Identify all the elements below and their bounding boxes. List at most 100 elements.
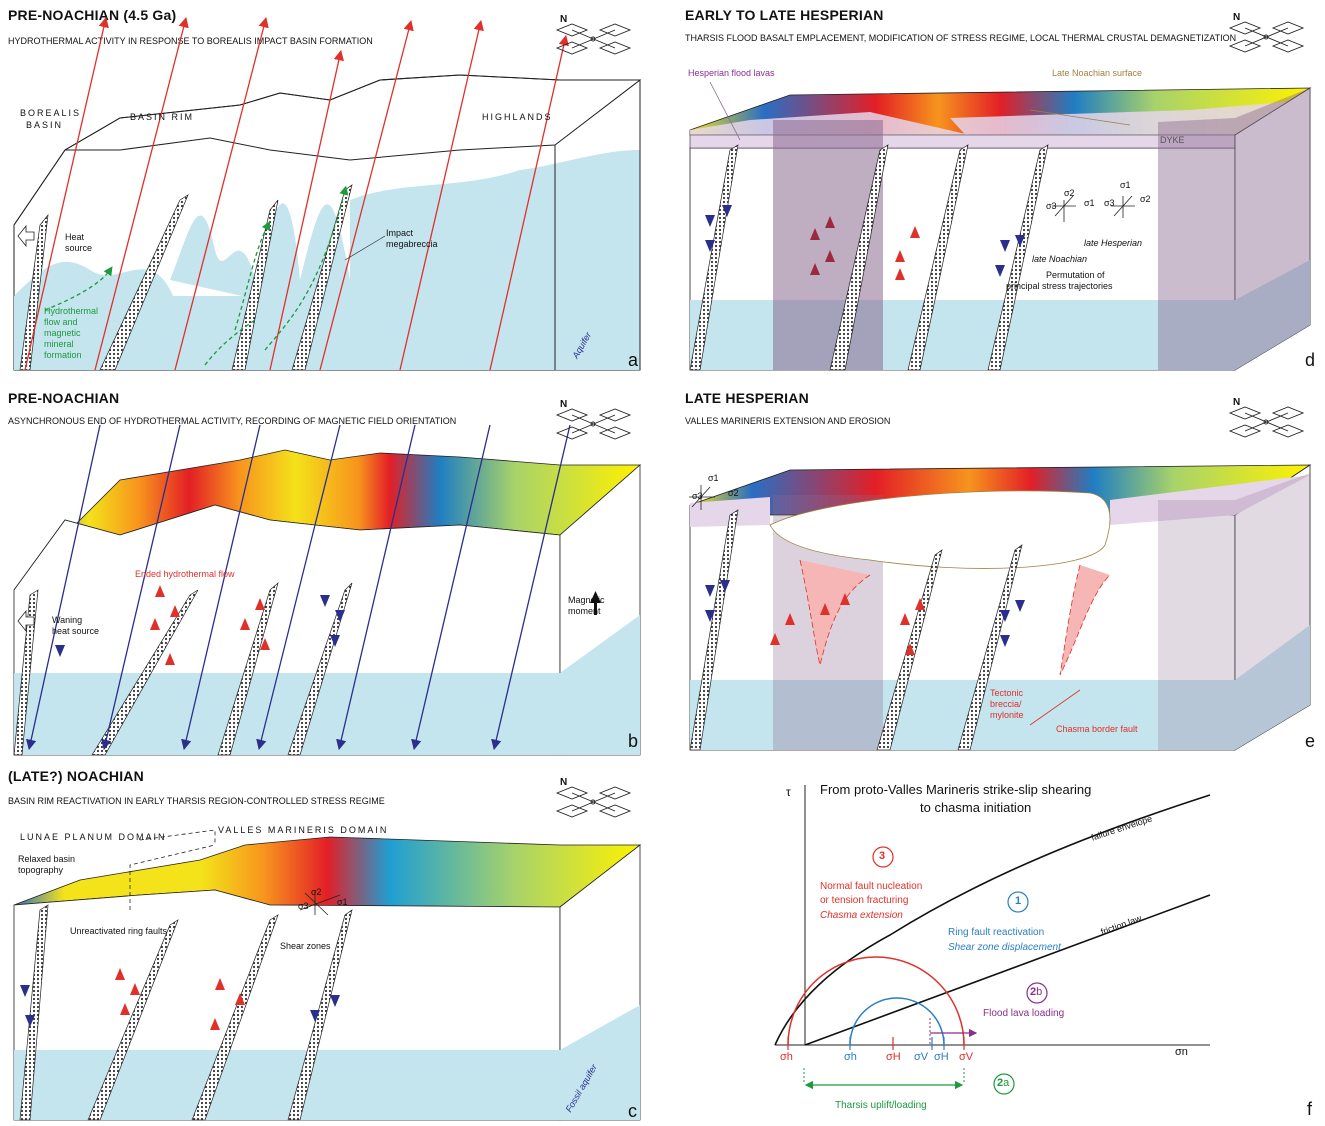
marker-3-number: 3 [879, 850, 886, 862]
permutation-label-1: Permutation of [1046, 270, 1105, 280]
shear-zones-label: Shear zones [280, 941, 331, 951]
tau-label: τ [786, 785, 791, 799]
compass-icon: N [552, 399, 637, 441]
marker-1-number: 1 [1015, 895, 1022, 907]
failure-envelope-curve [774, 794, 1211, 1046]
panel-b-title: PRE-NOACHIAN [8, 390, 120, 406]
c-sigma1: σ1 [337, 897, 348, 907]
e-sigma2: σ2 [728, 488, 739, 498]
normal-fault-label-2: or tension fracturing [820, 895, 909, 906]
compass-n-label: N [560, 399, 568, 410]
d-sigma3-a: σ3 [1046, 201, 1057, 211]
panel-a-subtitle: HYDROTHERMAL ACTIVITY IN RESPONSE TO BOR… [8, 36, 373, 46]
panel-c: (LATE?) NOACHIAN BASIN RIM REACTIVATION … [0, 765, 655, 1126]
marker-2b-number: 2 [1030, 986, 1037, 998]
tectonic-label-3: mylonite [990, 710, 1024, 720]
axis-sigma-h-red: σh [780, 1051, 793, 1063]
d-sigma2-a: σ2 [1064, 188, 1075, 198]
marker-2b-label: 2b [1030, 987, 1042, 998]
basin-rim-label: BASIN RIM [130, 112, 195, 122]
c-sigma3: σ3 [298, 901, 309, 911]
marker-2a-circle [993, 1073, 1015, 1095]
basin-label: BASIN [26, 120, 64, 130]
marker-3-circle [872, 846, 894, 868]
megabreccia-label-2: megabreccia [386, 239, 438, 249]
marker-2b-letter: b [1036, 986, 1043, 998]
mohr-circle-1 [849, 997, 945, 1046]
panel-d-letter: d [1305, 350, 1316, 370]
tectonic-label-2: breccia/ [990, 699, 1022, 709]
dyke-label: DYKE [1160, 135, 1185, 145]
hydro-label-2: flow and [44, 317, 78, 327]
panel-b-letter: b [628, 731, 639, 751]
marker-2a-number: 2 [997, 1077, 1004, 1089]
late-hesperian-label: late Hesperian [1084, 238, 1143, 248]
axis-sigma-H-blue: σH [934, 1051, 949, 1063]
hydro-label-3: magnetic [44, 328, 81, 338]
mohr-title-2: to chasma initiation [920, 800, 1032, 815]
megabreccia-label-1: Impact [386, 228, 414, 238]
mohr-circle-3 [787, 956, 965, 1046]
valles-label: VALLES MARINERIS DOMAIN [218, 825, 389, 835]
compass-n-label: N [560, 14, 568, 25]
hydro-label-5: formation [44, 350, 82, 360]
axis-sigma-h-blue: σh [844, 1051, 857, 1063]
compass-icon: N [1225, 12, 1310, 54]
axis-sigma-H-red: σH [886, 1051, 901, 1063]
ring-fault-label-1: Ring fault reactivation [948, 927, 1045, 938]
lunae-label: LUNAE PLANUM DOMAIN [20, 832, 167, 842]
panel-c-subtitle: BASIN RIM REACTIVATION IN EARLY THARSIS … [8, 796, 385, 806]
marker-2b-circle [1026, 982, 1048, 1004]
axis-sigma-V-red: σV [959, 1051, 974, 1063]
friction-law-line [804, 894, 1211, 1046]
panel-f-letter: f [1307, 1099, 1313, 1119]
d-sigma1-a: σ1 [1084, 198, 1095, 208]
waning-label-1: Waning [52, 615, 83, 625]
highlands-label: HIGHLANDS [482, 112, 553, 122]
sigma-n-label: σn [1175, 1046, 1188, 1058]
hesperian-lavas-label: Hesperian flood lavas [688, 68, 775, 78]
e-sigma1: σ1 [708, 473, 719, 483]
panel-b-subtitle: ASYNCHRONOUS END OF HYDROTHERMAL ACTIVIT… [8, 416, 457, 426]
tectonic-label-1: Tectonic [990, 688, 1024, 698]
panel-a: PRE-NOACHIAN (4.5 Ga) HYDROTHERMAL ACTIV… [0, 0, 655, 380]
panel-d-subtitle: THARSIS FLOOD BASALT EMPLACEMENT, MODIFI… [685, 33, 1237, 43]
late-noachian-surface-label: Late Noachian surface [1052, 68, 1143, 78]
panel-b: PRE-NOACHIAN ASYNCHRONOUS END OF HYDROTH… [0, 385, 655, 765]
panel-a-title: PRE-NOACHIAN (4.5 Ga) [8, 7, 177, 23]
panel-e: LATE HESPERIAN VALLES MARINERIS EXTENSIO… [670, 385, 1325, 765]
ring-fault-label-2: Shear zone displacement [948, 942, 1061, 953]
marker-2a-label: 2a [997, 1078, 1009, 1089]
relaxed-label-1: Relaxed basin [18, 854, 76, 864]
panel-a-block-diagram [13, 16, 642, 371]
relaxed-label-2: topography [18, 865, 64, 875]
c-sigma2: σ2 [311, 887, 322, 897]
borealis-label: BOREALIS [20, 108, 82, 118]
flood-lava-label: Flood lava loading [983, 1008, 1065, 1019]
compass-icon: N [552, 14, 637, 56]
unreactivated-label: Unreactivated ring faults [70, 926, 168, 936]
normal-fault-label-1: Normal fault nucleation [820, 881, 923, 892]
d-sigma1-b: σ1 [1120, 180, 1131, 190]
marker-2a-letter: a [1003, 1077, 1010, 1089]
ended-flow-label: Ended hydrothermal flow [135, 569, 235, 579]
panel-d-title: EARLY TO LATE HESPERIAN [685, 7, 884, 23]
compass-n-label: N [1233, 397, 1241, 408]
compass-n-label: N [1233, 12, 1241, 23]
heat-source-label-1: Heat [65, 232, 85, 242]
tharsis-label: Tharsis uplift/loading [835, 1100, 927, 1111]
axis-sigma-V-blue: σV [914, 1051, 929, 1063]
e-sigma3: σ3 [692, 491, 703, 501]
waning-label-2: heat source [52, 626, 100, 636]
magnetic-label-1: Magnetic [568, 595, 605, 605]
chasma-border-label: Chasma border fault [1056, 724, 1138, 734]
panel-b-block-diagram [13, 424, 642, 756]
panel-e-title: LATE HESPERIAN [685, 390, 809, 406]
hydro-label-4: mineral [44, 339, 74, 349]
panel-d: EARLY TO LATE HESPERIAN THARSIS FLOOD BA… [670, 0, 1325, 380]
hydro-label-1: Hydrothermal [44, 306, 99, 316]
mohr-title-1: From proto-Valles Marineris strike-slip … [820, 782, 1092, 797]
panel-c-letter: c [628, 1101, 637, 1121]
panel-e-block-diagram [689, 464, 1312, 751]
magnetic-label-2: moment [568, 606, 601, 616]
